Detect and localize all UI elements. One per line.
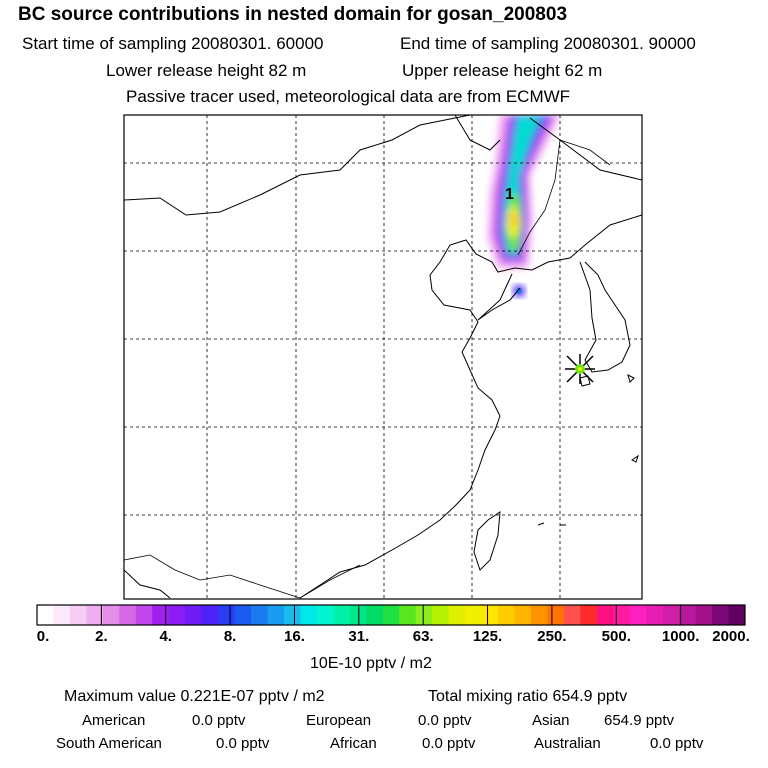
colorbar-tick-label: 63. [412,628,434,645]
colorbar-segment [234,605,252,625]
european-value: 0.0 pptv [418,712,472,729]
colorbar-segment [498,605,515,625]
colorbar-segment [712,605,730,625]
colorbar-segment [366,605,384,625]
asian-value: 654.9 pptv [604,712,675,729]
colorbar-segment [37,605,54,625]
australian-label: Australian [534,735,601,752]
colorbar-segment [69,605,87,625]
end-time-label: End time of sampling 20080301. 90000 [400,34,696,53]
colorbar-tick-label: 8. [223,628,237,645]
colorbar-tick-label: 2000. [712,628,750,645]
colorbar-tick-label: 1000. [661,628,700,645]
colorbar-segment [547,605,565,625]
plume-label: 1 [505,186,514,203]
start-time-label: Start time of sampling 20080301. 60000 [22,34,324,53]
colorbar-segment [152,605,170,625]
colorbar-segment [53,605,71,625]
colorbar-segment [646,605,664,625]
colorbar-tick-label: 500. [601,628,631,645]
colorbar-segment [300,605,318,625]
colorbar-segment [530,605,548,625]
asian-label: Asian [532,712,570,729]
south-american-label: South American [56,735,162,752]
colorbar-segment [514,605,532,625]
borders [124,139,611,599]
maximum-value: Maximum value 0.221E-07 pptv / m2 [64,688,325,705]
colorbar-tick-label: 31. [348,628,370,645]
colorbar-tick-label: 250. [537,628,567,645]
colorbar-tick-label: 16. [284,628,305,645]
coastlines [124,115,642,599]
map-title: BC source contributions in nested domain… [18,4,568,25]
colorbar-segment [596,605,614,625]
colorbar-segment [481,605,499,625]
colorbar-segment [629,605,647,625]
small-plume-core [516,288,522,294]
colorbar-segment [135,605,153,625]
colorbar-tick-label: 125. [472,628,503,645]
colorbar-segment [662,605,680,625]
colorbar-segment [695,605,713,625]
colorbar-segment [251,605,269,625]
colorbar-segment [580,605,598,625]
colorbar-segment [316,605,334,625]
south-american-value: 0.0 pptv [216,735,270,752]
african-value: 0.0 pptv [422,735,476,752]
colorbar-segment [201,605,219,625]
colorbar-segment [399,605,417,625]
total-mixing-ratio: Total mixing ratio 654.9 pptv [428,688,628,705]
colorbar-segment [679,605,697,625]
colorbar-segment [218,605,236,625]
tracer-info: Passive tracer used, meteorological data… [126,87,571,106]
colorbar-segment [382,605,400,625]
colorbar-tick-label: 0. [36,628,50,645]
grid-lines [124,115,642,599]
colorbar-segment [563,605,581,625]
colorbar [37,605,746,625]
colorbar-tick-label: 2. [95,628,108,645]
colorbar-segment [465,605,483,625]
american-label: American [82,712,146,729]
colorbar-tick-label: 4. [159,628,172,645]
american-value: 0.0 pptv [192,712,246,729]
colorbar-segment [86,605,104,625]
european-label: European [306,712,372,729]
colorbar-segment [283,605,301,625]
plume [488,115,560,268]
african-label: African [330,735,377,752]
colorbar-segment [185,605,203,625]
colorbar-unit: 10E-10 pptv / m2 [310,655,432,672]
colorbar-segment [728,605,746,625]
colorbar-segment [267,605,285,625]
colorbar-segment [448,605,466,625]
colorbar-segment [613,605,631,625]
australian-value: 0.0 pptv [650,735,704,752]
colorbar-segment [119,605,137,625]
colorbar-segment [102,605,120,625]
lower-release-label: Lower release height 82 m [106,61,307,80]
colorbar-segment [168,605,186,625]
colorbar-frame [36,604,746,626]
station-star-icon [565,354,595,384]
upper-release-label: Upper release height 62 m [402,61,603,80]
colorbar-segment [432,605,450,625]
colorbar-segment [333,605,351,625]
map-frame [123,114,643,600]
colorbar-segment [415,605,433,625]
